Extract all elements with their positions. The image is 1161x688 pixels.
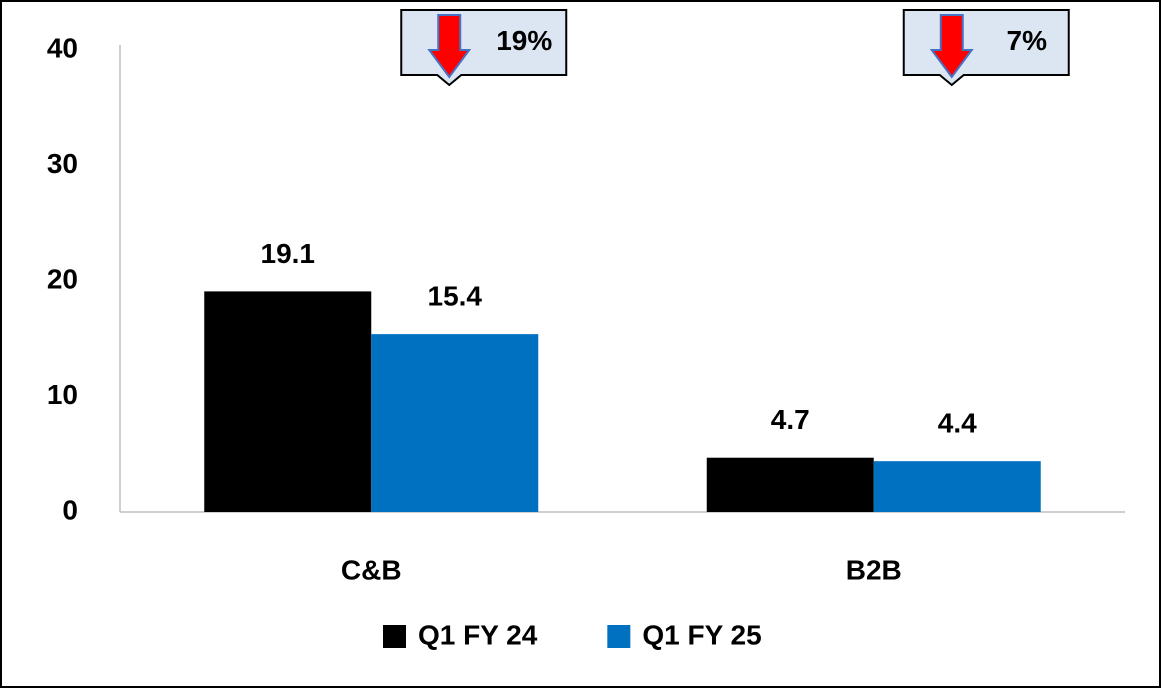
x-tick-label: B2B <box>846 554 902 585</box>
legend-label: Q1 FY 24 <box>418 619 538 650</box>
legend-swatch <box>383 625 406 648</box>
bar <box>873 461 1041 512</box>
legend-swatch <box>607 625 631 648</box>
bar <box>706 457 874 512</box>
value-label: 4.4 <box>938 408 977 439</box>
y-tick-label: 40 <box>47 32 78 63</box>
y-tick-label: 20 <box>47 263 78 294</box>
annotation: 19% <box>496 25 552 56</box>
value-label: 4.7 <box>771 404 810 435</box>
y-tick-label: 30 <box>47 148 78 179</box>
bar <box>371 334 539 512</box>
x-tick-label: C&B <box>341 554 402 585</box>
annotation: 7% <box>1007 25 1048 56</box>
bar <box>204 291 372 512</box>
down-arrow <box>929 14 974 79</box>
down-arrow <box>427 14 472 79</box>
value-label: 15.4 <box>428 281 483 312</box>
legend-label: Q1 FY 25 <box>642 619 761 650</box>
value-label: 19.1 <box>261 238 316 269</box>
y-tick-label: 10 <box>47 379 78 410</box>
y-tick-label: 0 <box>62 494 78 525</box>
